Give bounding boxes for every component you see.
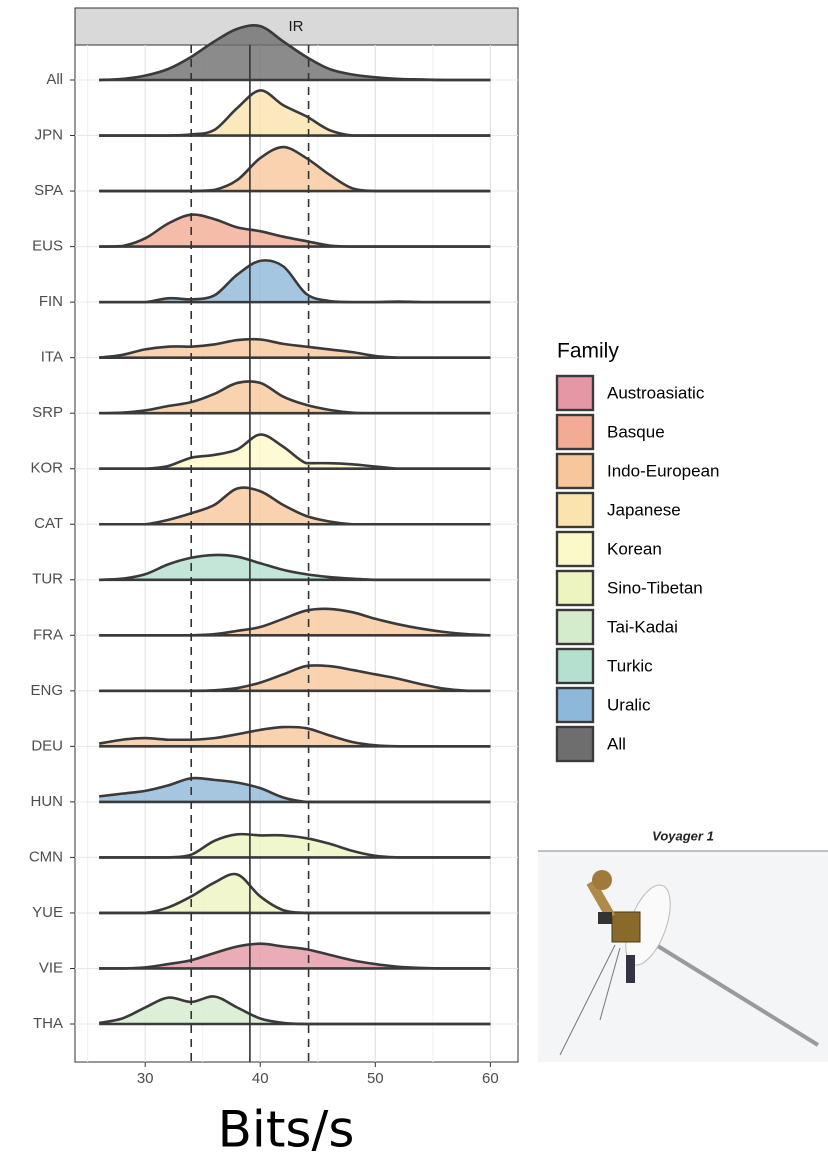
legend-swatch [557,688,593,722]
x-axis-title: Bits/s [218,1101,355,1159]
y-tick-label: FIN [39,293,63,310]
y-tick-label: CAT [34,515,63,532]
legend-label: Tai-Kadai [607,617,678,636]
y-tick-label: VIE [39,959,63,976]
instrument [592,870,612,890]
legend-label: Korean [607,539,662,558]
y-tick-label: ENG [30,682,63,699]
legend-swatch [557,649,593,683]
legend-label: Basque [607,422,665,441]
y-tick-label: FRA [33,626,63,643]
x-tick-label: 50 [367,1070,384,1087]
legend-label: All [607,734,626,753]
bus [612,912,640,942]
y-tick-label: KOR [30,460,63,477]
legend-swatch [557,571,593,605]
legend-label: Turkic [607,656,653,675]
y-tick-label: TUR [32,571,63,588]
y-tick-label: SPA [34,182,63,199]
legend-swatch [557,727,593,761]
y-tick-label: EUS [32,238,63,255]
figure: IR 30 40 50 60 All JPN SPA EUS FIN ITA SRP KOR CAT TU… [0,0,828,1158]
y-tick-label: ITA [41,349,63,366]
legend-swatch [557,454,593,488]
y-tick-label: THA [33,1015,63,1032]
legend-swatch [557,532,593,566]
x-tick-label: 60 [482,1070,499,1087]
legend-label: Uralic [607,695,651,714]
y-tick-label: SRP [32,404,63,421]
instrument [598,912,612,924]
legend-title: Family [557,340,619,363]
legend-label: Austroasiatic [607,383,705,402]
plot-panel [75,45,518,1062]
legend-swatch [557,493,593,527]
x-tick-label: 30 [137,1070,154,1087]
image-background [538,851,828,1062]
legend-label: Indo-European [607,461,719,480]
legend-swatch [557,610,593,644]
y-tick-label: All [46,71,63,88]
legend-label: Japanese [607,500,681,519]
voyager-panel: Voyager 1 [538,828,828,1062]
x-tick-label: 40 [252,1070,269,1087]
legend-swatch [557,376,593,410]
legend-swatch [557,415,593,449]
image-caption: Voyager 1 [652,828,714,843]
y-tick-label: YUE [32,904,63,921]
strip-label: IR [289,18,304,35]
y-tick-label: JPN [35,126,63,143]
legend: Family Austroasiatic Basque Indo-European J… [557,340,719,761]
y-tick-label: HUN [31,793,64,810]
y-tick-label: DEU [31,737,63,754]
y-tick-label: CMN [29,848,63,865]
legend-label: Sino-Tibetan [607,578,703,597]
rtg [626,955,635,983]
